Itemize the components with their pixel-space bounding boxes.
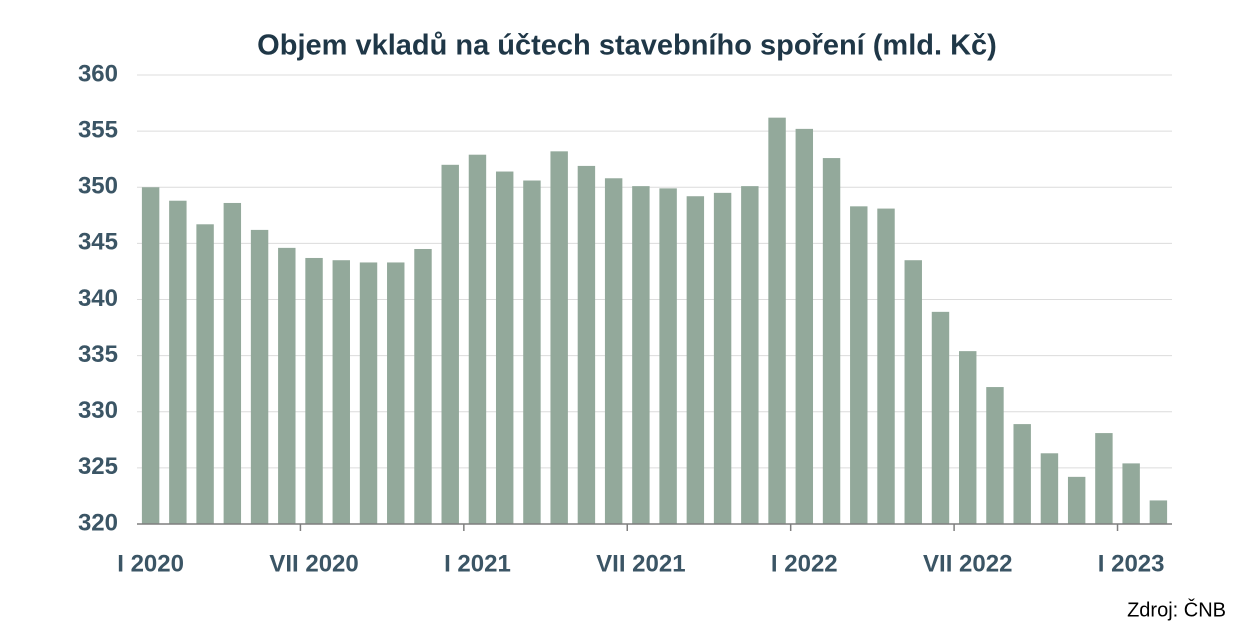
x-tick-label: I 2020	[117, 550, 184, 577]
y-tick-label: 335	[78, 341, 118, 368]
bar	[495, 171, 514, 524]
bar	[904, 260, 922, 524]
source: Zdroj: ČNB	[1127, 598, 1226, 621]
bar	[1095, 433, 1113, 524]
bar	[141, 187, 160, 524]
bar	[768, 117, 786, 524]
bar	[250, 229, 269, 524]
bar	[1149, 500, 1168, 524]
bar	[550, 151, 568, 524]
bar	[223, 202, 242, 524]
bar	[659, 188, 677, 524]
bar	[741, 186, 759, 524]
y-tick-label: 360	[78, 60, 118, 87]
y-tick-label: 325	[78, 453, 118, 480]
bar	[577, 165, 596, 525]
y-tick-label: 320	[78, 509, 118, 536]
bar	[686, 196, 705, 525]
x-tick-label: I 2021	[444, 550, 511, 577]
bar	[196, 224, 214, 525]
y-tick-label: 345	[78, 229, 118, 256]
x-tick-label: VII 2021	[596, 550, 685, 577]
bar	[959, 351, 977, 524]
y-tick-label: 350	[78, 173, 118, 200]
bar	[1040, 453, 1059, 524]
y-tick-label: 340	[78, 285, 118, 312]
bar	[713, 192, 732, 525]
bar	[1122, 463, 1140, 524]
bar	[1013, 424, 1031, 524]
bar	[931, 311, 950, 524]
x-tick-label: I 2022	[771, 550, 838, 577]
x-tick-label: VII 2022	[923, 550, 1012, 577]
bar	[523, 180, 541, 524]
bar	[632, 186, 650, 524]
bar	[278, 247, 296, 525]
x-tick-label: VII 2020	[269, 550, 358, 577]
bar	[359, 262, 378, 524]
chart-title: Objem vkladů na účtech stavebního spořen…	[257, 30, 997, 62]
bar	[305, 257, 323, 524]
bar	[387, 262, 405, 524]
bar	[877, 208, 895, 524]
bar	[604, 178, 623, 524]
bar	[795, 128, 814, 524]
x-tick-label: I 2023	[1098, 550, 1165, 577]
bar	[986, 387, 1004, 524]
bar	[169, 200, 187, 524]
bar	[414, 248, 432, 525]
bar	[850, 206, 868, 524]
bar	[468, 154, 487, 524]
y-tick-label: 355	[78, 116, 118, 143]
bar	[1067, 476, 1086, 524]
bar	[822, 158, 841, 524]
y-tick-label: 330	[78, 397, 118, 424]
bar	[441, 164, 459, 525]
bar	[332, 260, 350, 524]
